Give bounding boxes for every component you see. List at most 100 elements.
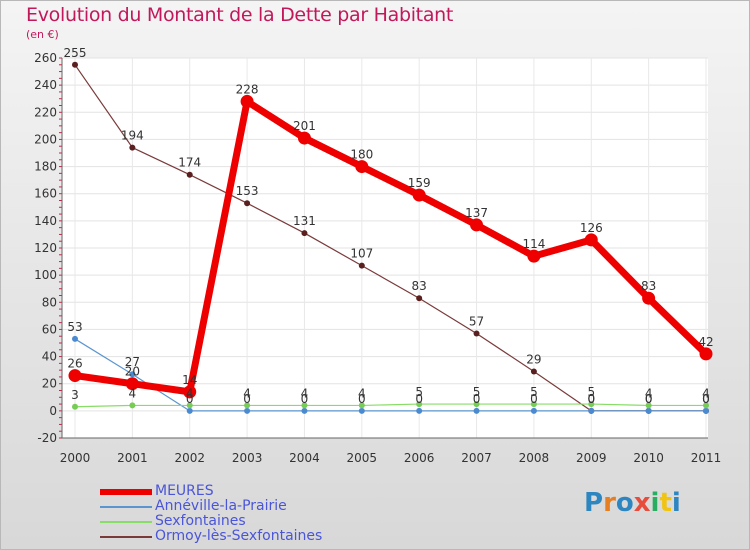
data-point-0: [297, 131, 311, 145]
data-label-2: 5: [530, 385, 538, 399]
data-label-2: 5: [587, 385, 595, 399]
y-tick-label: 0: [49, 404, 57, 418]
data-point-1: [588, 407, 595, 414]
y-tick-label: 120: [34, 241, 57, 255]
data-label-2: 3: [71, 388, 79, 402]
y-tick-label: 180: [34, 160, 57, 174]
data-label-0: 20: [125, 365, 140, 379]
legend-swatch-anneville: [100, 506, 152, 508]
x-tick-label: 2009: [576, 451, 607, 465]
legend-swatch-sexfontaines: [100, 521, 152, 523]
data-label-3: 255: [64, 46, 87, 60]
x-tick-label: 2003: [232, 451, 263, 465]
logo-letter: i: [671, 488, 681, 518]
data-label-3: 0: [587, 392, 595, 406]
legend-label-anneville: Annéville-la-Prairie: [155, 498, 287, 514]
data-point-0: [527, 249, 541, 263]
y-tick-label: -20: [37, 431, 57, 445]
legend-label-meures: MEURES: [155, 483, 214, 499]
data-point-2: [530, 401, 537, 408]
y-tick-label: 160: [34, 187, 57, 201]
data-point-2: [645, 402, 652, 409]
data-label-0: 159: [408, 176, 431, 190]
series-line-0: [74, 97, 709, 396]
x-tick-label: 2008: [519, 451, 550, 465]
data-label-1: 0: [186, 392, 194, 406]
x-tick-label: 2006: [404, 451, 435, 465]
data-point-1: [244, 407, 251, 414]
data-label-0: 42: [698, 335, 713, 349]
logo-letter: x: [633, 488, 651, 518]
data-label-3: 107: [350, 247, 373, 261]
data-point-1: [129, 371, 136, 378]
y-tick-label: 20: [42, 377, 57, 391]
data-point-2: [129, 402, 136, 409]
data-point-3: [530, 368, 537, 375]
data-label-0: 126: [580, 221, 603, 235]
y-tick-label: 240: [34, 78, 57, 92]
data-point-1: [186, 407, 193, 414]
data-label-2: 4: [186, 386, 194, 400]
data-label-2: 4: [358, 386, 366, 400]
y-tick-label: 140: [34, 214, 57, 228]
data-label-3: 0: [645, 392, 653, 406]
logo-letter: r: [603, 488, 616, 518]
x-tick-label: 2005: [347, 451, 378, 465]
data-point-0: [699, 347, 713, 361]
data-label-0: 137: [465, 206, 488, 220]
data-point-1: [473, 407, 480, 414]
data-point-3: [416, 295, 423, 302]
y-tick-label: 100: [34, 268, 57, 282]
proxiti-logo: Proxiti: [584, 488, 681, 518]
data-point-3: [358, 262, 365, 269]
logo-letter: t: [659, 488, 672, 518]
data-label-3: 131: [293, 214, 316, 228]
data-label-1: 0: [530, 392, 538, 406]
y-tick-label: 200: [34, 132, 57, 146]
data-point-0: [183, 385, 197, 399]
data-point-0: [584, 233, 598, 247]
x-tick-label: 2007: [461, 451, 492, 465]
data-label-0: 14: [182, 373, 197, 387]
data-point-2: [588, 401, 595, 408]
data-point-1: [703, 407, 709, 414]
data-label-2: 5: [415, 385, 423, 399]
data-point-3: [186, 171, 193, 178]
data-point-2: [473, 401, 480, 408]
data-label-1: 0: [645, 392, 653, 406]
data-point-0: [68, 369, 82, 383]
data-label-3: 174: [178, 156, 201, 170]
y-tick-label: 40: [42, 350, 57, 364]
x-tick-label: 2002: [174, 451, 205, 465]
data-label-1: 0: [702, 392, 710, 406]
x-tick-label: 2011: [691, 451, 722, 465]
data-label-2: 4: [243, 386, 251, 400]
legend-swatch-ormoy: [100, 536, 152, 538]
data-label-1: 0: [415, 392, 423, 406]
y-tick-label: 60: [42, 322, 57, 336]
y-tick-label: 260: [34, 51, 57, 65]
data-point-3: [473, 330, 480, 337]
data-label-3: 194: [121, 129, 144, 143]
chart-title: Evolution du Montant de la Dette par Hab…: [26, 4, 454, 26]
data-label-3: 83: [412, 279, 427, 293]
data-label-1: 0: [587, 392, 595, 406]
data-label-1: 0: [243, 392, 251, 406]
logo-letter: P: [584, 488, 604, 518]
legend-label-ormoy: Ormoy-lès-Sexfontaines: [155, 528, 323, 544]
series-line-2: [74, 403, 706, 408]
data-label-3: 57: [469, 315, 484, 329]
data-point-0: [642, 291, 656, 305]
data-point-2: [244, 402, 251, 409]
data-point-0: [355, 160, 369, 174]
data-point-0: [125, 377, 139, 391]
data-point-2: [301, 402, 308, 409]
data-label-0: 228: [236, 82, 259, 96]
data-point-0: [240, 94, 254, 108]
x-tick-label: 2000: [60, 451, 91, 465]
data-point-1: [416, 407, 423, 414]
x-tick-label: 2004: [289, 451, 320, 465]
data-label-2: 5: [473, 385, 481, 399]
data-label-3: 0: [702, 392, 710, 406]
